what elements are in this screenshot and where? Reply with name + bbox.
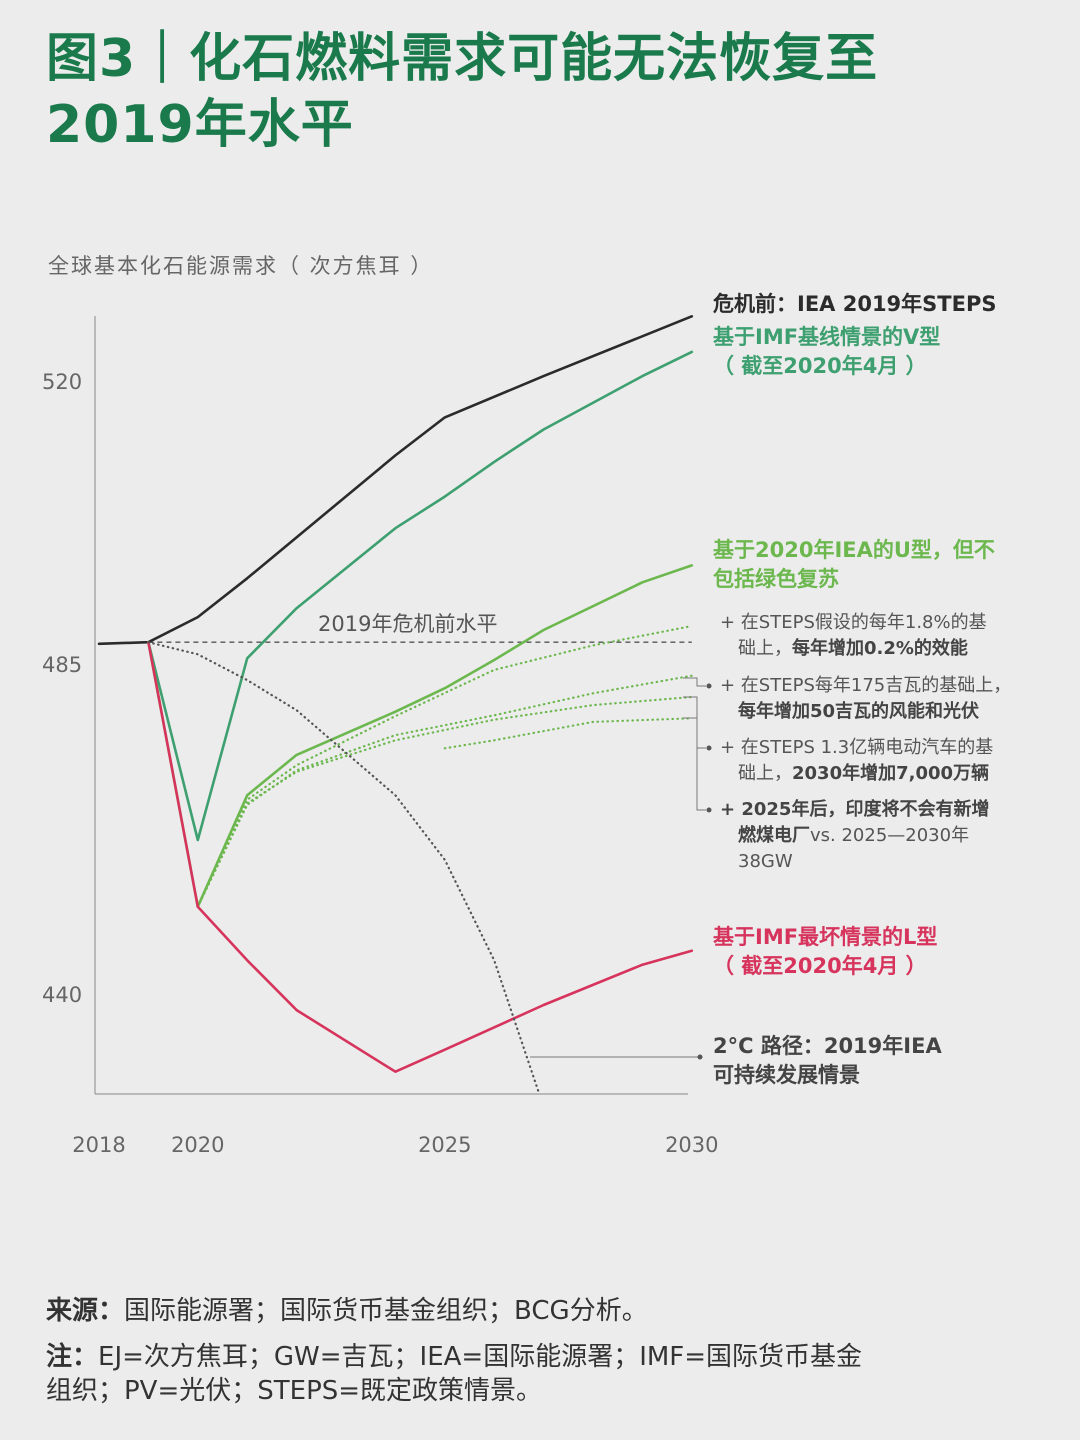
text-bold: 2030年增加7,000万辆 (792, 763, 990, 784)
label-two-degree-line1: 2°C 路径：2019年IEA (713, 1034, 942, 1058)
label-u-line1: 基于2020年IEA的U型，但不 (713, 538, 995, 562)
text-bold: 每年增加0.2%的效能 (792, 638, 968, 659)
y-tick-label: 440 (42, 983, 82, 1007)
label-v-shape: 基于IMF基线情景的V型 （ 截至2020年4月 ） (713, 323, 940, 381)
label-v-line2: （ 截至2020年4月 ） (713, 354, 927, 378)
text: 础上， (738, 763, 792, 784)
title-line-2: 2019年水平 (46, 95, 354, 155)
label-pre-crisis: 危机前：IEA 2019年STEPS (713, 292, 997, 316)
connector-dot (706, 683, 712, 689)
y-tick-label: 520 (42, 370, 82, 394)
text: 础上， (738, 638, 792, 659)
label-l-shape: 基于IMF最坏情景的L型 （ 截至2020年4月 ） (713, 923, 937, 981)
footnote: 注：EJ=次方焦耳；GW=吉瓦；IEA=国际能源署；IMF=国际货币基金 组织；… (46, 1340, 862, 1408)
note-text-1: EJ=次方焦耳；GW=吉瓦；IEA=国际能源署；IMF=国际货币基金 (98, 1342, 863, 1372)
series-line-1 (147, 350, 694, 842)
source-text: 国际能源署；国际货币基金组织；BCG分析。 (124, 1296, 648, 1326)
text-bold: 每年增加50吉瓦的风能和光伏 (738, 701, 980, 722)
connector-line (683, 696, 706, 749)
x-tick-label: 2025 (418, 1133, 471, 1157)
label-efficiency-line1: + 在STEPS假设的每年1.8%的基 (720, 612, 987, 633)
label-u-shape: 基于2020年IEA的U型，但不 包括绿色复苏 (713, 536, 995, 594)
series-line-8 (147, 641, 540, 1094)
series-line-4 (196, 674, 693, 908)
label-two-degree-line2: 可持续发展情景 (713, 1063, 860, 1087)
label-u-line2: 包括绿色复苏 (713, 567, 839, 591)
label-v-line1: 基于IMF基线情景的V型 (713, 325, 941, 349)
title-line-1: 图3｜化石燃料需求可能无法恢复至 (46, 29, 879, 89)
source-note: 来源：国际能源署；国际货币基金组织；BCG分析。 (46, 1294, 648, 1328)
series-line-3 (196, 624, 693, 908)
x-tick-label: 2030 (665, 1133, 718, 1157)
text: 38GW (738, 851, 793, 872)
connector-dot (706, 807, 712, 813)
text-bold: 燃煤电厂 (738, 825, 810, 846)
x-tick-label: 2020 (171, 1133, 224, 1157)
chart-title: 图3｜化石燃料需求可能无法恢复至 2019年水平 (46, 26, 878, 158)
label-ev: + 在STEPS 1.3亿辆电动汽车的基 础上，2030年增加7,000万辆 (720, 735, 993, 787)
text: vs. 2025—2030年 (810, 825, 970, 846)
source-label: 来源： (46, 1296, 125, 1326)
connector-line (683, 677, 706, 687)
label-wind-solar: + 在STEPS每年175吉瓦的基础上， 每年增加50吉瓦的风能和光伏 (720, 673, 1011, 725)
baseline-label: 2019年危机前水平 (318, 612, 497, 636)
label-l-line1: 基于IMF最坏情景的L型 (713, 925, 938, 949)
note-text-2: 组织；PV=光伏；STEPS=既定政策情景。 (46, 1376, 543, 1406)
label-ev-line1: + 在STEPS 1.3亿辆电动汽车的基 (720, 737, 994, 758)
series-line-7 (147, 640, 694, 1073)
label-efficiency: + 在STEPS假设的每年1.8%的基 础上，每年增加0.2%的效能 (720, 610, 987, 662)
text-bold: + 2025年后，印度将不会有新增 (720, 799, 990, 820)
label-efficiency-line2: 础上，每年增加0.2%的效能 (720, 636, 987, 662)
note-label: 注： (46, 1342, 99, 1372)
label-l-line2: （ 截至2020年4月 ） (713, 954, 927, 978)
x-tick-label: 2018 (72, 1133, 125, 1157)
label-india-coal: + 2025年后，印度将不会有新增 燃煤电厂vs. 2025—2030年 38G… (720, 797, 989, 875)
series-line-0 (97, 314, 694, 646)
series-line-5 (196, 695, 693, 908)
connector-line (683, 717, 706, 811)
label-two-degree: 2°C 路径：2019年IEA 可持续发展情景 (713, 1032, 942, 1090)
connector-dot (706, 745, 712, 751)
connector-dot (697, 1054, 703, 1060)
label-wind-solar-line1: + 在STEPS每年175吉瓦的基础上， (720, 675, 1012, 696)
y-axis-label: 全球基本化石能源需求（ 次方焦耳 ） (48, 254, 434, 278)
y-tick-label: 485 (42, 653, 82, 677)
series-line-6 (443, 717, 693, 750)
